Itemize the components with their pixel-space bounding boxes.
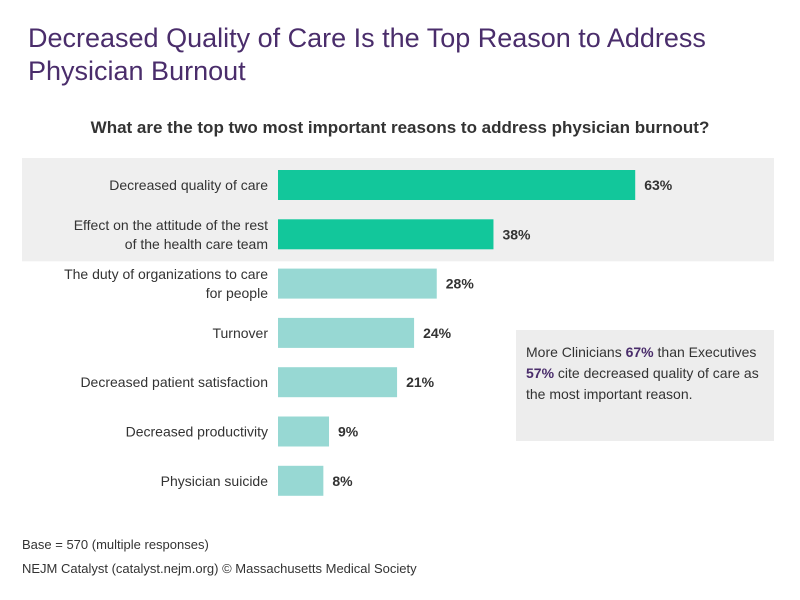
category-label: Effect on the attitude of the rest of the… [74, 217, 268, 252]
category-label: Decreased patient satisfaction [80, 374, 268, 390]
callout-text-1: More Clinicians [526, 344, 626, 360]
category-label: Physician suicide [161, 473, 269, 489]
category-label: Decreased quality of care [109, 177, 268, 193]
bar [278, 317, 415, 348]
base-note: Base = 570 (multiple responses) [22, 537, 209, 552]
category-label: Turnover [212, 325, 268, 341]
value-label: 24% [423, 325, 452, 341]
callout-text-3: cite decreased quality of care as the mo… [526, 365, 759, 402]
chart-subtitle: What are the top two most important reas… [90, 118, 710, 137]
value-label: 38% [502, 226, 531, 242]
callout-box: More Clinicians 67% than Executives 57% … [516, 330, 774, 441]
bar [278, 416, 330, 447]
value-label: 63% [644, 177, 673, 193]
bar [278, 367, 398, 398]
chart-title: Decreased Quality of Care Is the Top Rea… [28, 23, 706, 86]
category-label: The duty of organizations to care for peo… [64, 266, 268, 301]
value-label: 8% [332, 473, 353, 489]
bar [278, 170, 636, 200]
callout-clinicians-value: 67% [625, 344, 654, 360]
bar [278, 268, 437, 299]
value-label: 21% [406, 374, 435, 390]
value-label: 28% [446, 276, 475, 292]
value-label: 9% [338, 424, 359, 440]
bar [278, 465, 324, 496]
bar [278, 219, 494, 250]
category-label: Decreased productivity [126, 424, 268, 440]
source-note: NEJM Catalyst (catalyst.nejm.org) © Mass… [22, 561, 417, 576]
callout-executives-value: 57% [526, 365, 555, 381]
callout-text-2: than Executives [653, 344, 757, 360]
